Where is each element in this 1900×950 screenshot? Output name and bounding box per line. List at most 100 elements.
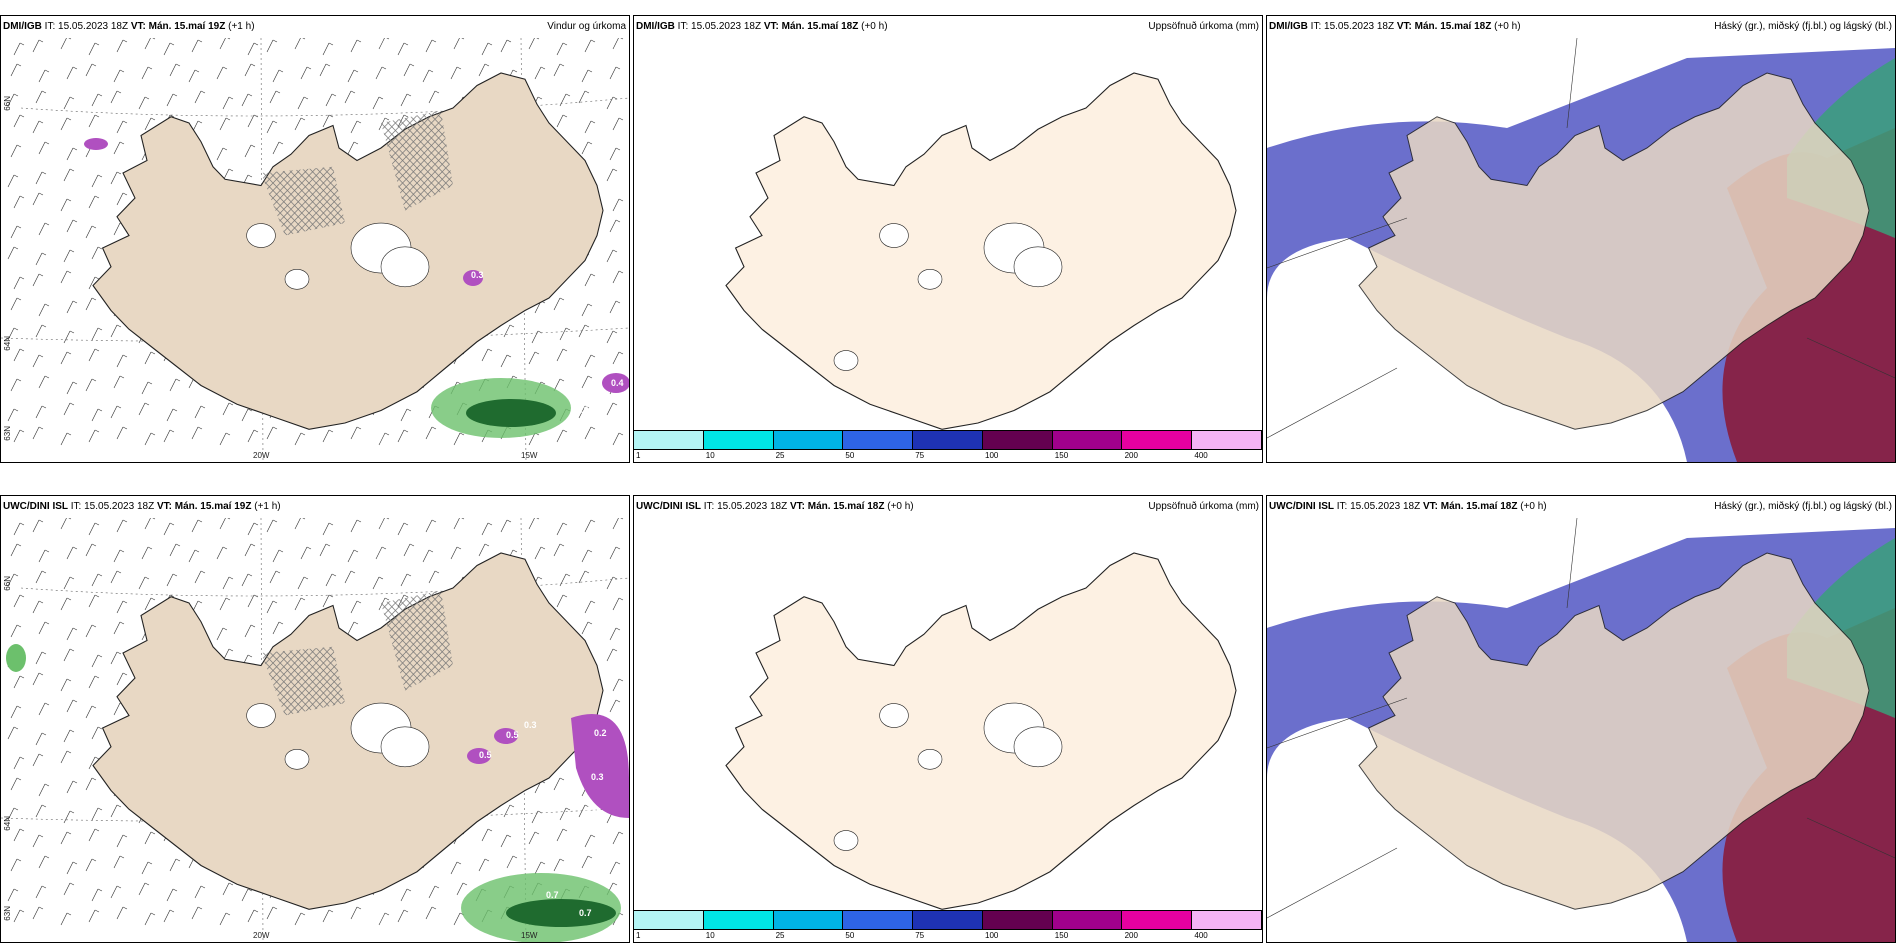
lead-time: (+0 h) [861, 21, 888, 32]
precip-value-label: 1.0 [599, 930, 612, 940]
colorbar-swatch [913, 431, 983, 449]
colorbar-swatch [703, 911, 774, 929]
colorbar-label: 100 [985, 451, 999, 460]
precip-value-label: 0.7 [546, 890, 559, 900]
lat-tick-label: 63N [3, 426, 12, 441]
colorbar [634, 910, 1262, 930]
panel-title: Uppsöfnuð úrkoma (mm) [1148, 21, 1259, 32]
model-name: DMI/IGB [3, 21, 42, 32]
model-name: DMI/IGB [636, 21, 675, 32]
precip-value-label: 0.2 [576, 405, 589, 415]
precip-value-label: 0.5 [479, 750, 492, 760]
colorbar-label: 150 [1054, 931, 1069, 940]
panel-header: UWC/DINI ISL IT: 15.05.2023 18Z VT: Mán.… [634, 496, 1262, 518]
lat-tick-label: 66N [3, 576, 12, 591]
model-name: DMI/IGB [1269, 21, 1308, 32]
init-label: IT: [677, 21, 689, 32]
panel-title: Vindur og úrkoma [547, 21, 626, 32]
iceland-land [92, 72, 604, 430]
init-label: IT: [1336, 501, 1348, 512]
run-info: DMI/IGB IT: 15.05.2023 18Z VT: Mán. 15.m… [1269, 16, 1521, 38]
colorbar-label: 100 [985, 931, 999, 940]
model-name: UWC/DINI ISL [3, 501, 68, 512]
valid-label: VT: [789, 501, 805, 512]
map-panel: DMI/IGB IT: 15.05.2023 18Z VT: Mán. 15.m… [1266, 15, 1896, 463]
init-time: 15.05.2023 18Z [717, 501, 788, 512]
precip-value-label: 0.7 [531, 367, 544, 377]
panel-header: UWC/DINI ISL IT: 15.05.2023 18Z VT: Mán.… [1267, 496, 1895, 518]
iceland-land [92, 552, 604, 910]
colorbar-labels: 1 10 25 50 75 100 150 200 400 [634, 450, 1262, 462]
valid-time: Mán. 15.maí 18Z [807, 501, 885, 512]
colorbar-swatch [913, 911, 983, 929]
valid-label: VT: [130, 21, 146, 32]
precip-value-label: 0.3 [524, 720, 537, 730]
colorbar-label: 50 [845, 451, 855, 460]
map-canvas [1267, 518, 1895, 942]
precip-areas [84, 138, 629, 438]
init-time: 15.05.2023 18Z [58, 21, 129, 32]
init-label: IT: [44, 21, 56, 32]
model-name: UWC/DINI ISL [636, 501, 701, 512]
precip-value-label: 0.4 [611, 378, 624, 388]
lon-tick-label: 15W [521, 451, 538, 460]
precip-value-label: 0.5 [586, 805, 599, 815]
map-canvas [725, 552, 1237, 910]
run-info: DMI/IGB IT: 15.05.2023 18Z VT: Mán. 15.m… [636, 16, 888, 38]
colorbar-label: 1 [636, 451, 641, 460]
valid-label: VT: [156, 501, 172, 512]
colorbar-swatch [982, 431, 1053, 449]
map-panel: DMI/IGB IT: 15.05.2023 18Z VT: Mán. 15.m… [0, 15, 630, 463]
map-panel: DMI/IGB IT: 15.05.2023 18Z VT: Mán. 15.m… [633, 15, 1263, 463]
map-canvas [1267, 38, 1895, 462]
colorbar-label: 1 [636, 931, 641, 940]
lat-tick-label: 64N [3, 336, 12, 351]
init-time: 15.05.2023 18Z [1324, 21, 1395, 32]
lat-tick-label: 63N [3, 906, 12, 921]
panel-header: DMI/IGB IT: 15.05.2023 18Z VT: Mán. 15.m… [634, 16, 1262, 38]
map-panel: UWC/DINI ISL IT: 15.05.2023 18Z VT: Mán.… [633, 495, 1263, 943]
model-name: UWC/DINI ISL [1269, 501, 1334, 512]
colorbar-labels: 1 10 25 50 75 100 150 200 400 [634, 930, 1262, 942]
run-info: DMI/IGB IT: 15.05.2023 18Z VT: Mán. 15.m… [3, 16, 255, 38]
lead-time: (+0 h) [1520, 501, 1547, 512]
map-panel: UWC/DINI ISL IT: 15.05.2023 18Z VT: Mán.… [0, 495, 630, 943]
run-info: UWC/DINI ISL IT: 15.05.2023 18Z VT: Mán.… [3, 496, 281, 518]
precip-value-label: 0.5 [506, 730, 519, 740]
panel-title: Uppsöfnuð úrkoma (mm) [1148, 501, 1259, 512]
colorbar-label: 75 [915, 451, 925, 460]
lon-tick-label: 15W [521, 931, 538, 940]
colorbar-label: 25 [775, 931, 785, 940]
colorbar-label: 400 [1194, 451, 1208, 460]
colorbar-swatch [1192, 431, 1262, 449]
precip-value-label: 0.7 [579, 908, 592, 918]
colorbar [634, 430, 1262, 450]
colorbar-label: 50 [845, 931, 855, 940]
colorbar-swatch [1052, 431, 1123, 449]
colorbar-swatch [634, 431, 704, 449]
precip-value-labels: 0.2 0.4 0.7 0.3 [471, 270, 624, 415]
valid-time: Mán. 15.maí 18Z [781, 21, 859, 32]
map-canvas [725, 72, 1237, 430]
graticule [1267, 38, 1895, 439]
map-panel: UWC/DINI ISL IT: 15.05.2023 18Z VT: Mán.… [1266, 495, 1896, 943]
init-label: IT: [1310, 21, 1322, 32]
run-info: UWC/DINI ISL IT: 15.05.2023 18Z VT: Mán.… [636, 496, 914, 518]
init-time: 15.05.2023 18Z [1350, 501, 1421, 512]
init-time: 15.05.2023 18Z [691, 21, 762, 32]
valid-time: Mán. 15.maí 19Z [174, 501, 252, 512]
colorbar-swatch [1122, 911, 1193, 929]
panel-header: UWC/DINI ISL IT: 15.05.2023 18Z VT: Mán.… [1, 496, 629, 518]
precip-value-label: 0.3 [591, 772, 604, 782]
init-time: 15.05.2023 18Z [84, 501, 155, 512]
precip-value-label: 0.2 [594, 728, 607, 738]
panel-title: Háský (gr.), miðský (fj.bl.) og lágský (… [1714, 501, 1892, 512]
map-canvas: 0.5 0.5 0.3 0.2 0.3 0.5 0.7 0.7 1.0 [1, 518, 629, 942]
colorbar-swatch [773, 431, 844, 449]
iceland-land [725, 72, 1237, 430]
colorbar-swatch [843, 911, 914, 929]
colorbar-label: 10 [705, 451, 715, 460]
colorbar-swatch [1052, 911, 1123, 929]
colorbar-swatch [634, 911, 704, 929]
colorbar-swatch [843, 431, 914, 449]
